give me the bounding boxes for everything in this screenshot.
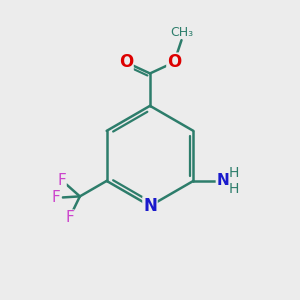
Text: H: H [229, 166, 239, 180]
Text: O: O [167, 53, 181, 71]
Text: H: H [229, 182, 239, 196]
Text: N: N [143, 197, 157, 215]
Text: F: F [65, 210, 74, 225]
Text: N: N [216, 173, 229, 188]
Text: F: F [57, 173, 66, 188]
Text: CH₃: CH₃ [170, 26, 193, 39]
Text: F: F [52, 190, 61, 205]
Text: O: O [119, 53, 133, 71]
